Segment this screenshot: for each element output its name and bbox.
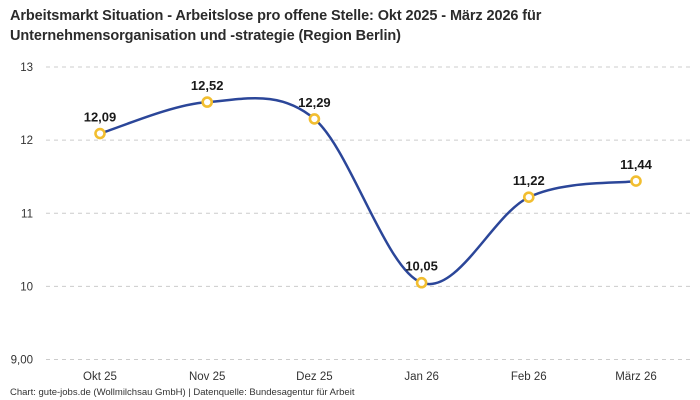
data-point-marker [415, 276, 428, 289]
x-axis-tick-label: März 26 [615, 371, 657, 383]
data-point-marker [630, 175, 642, 187]
data-point-label: 11,22 [513, 173, 545, 188]
y-axis-tick-label: 12 [20, 135, 33, 147]
data-point-label: 10,05 [405, 259, 438, 274]
chart-title: Arbeitsmarkt Situation - Arbeitslose pro… [10, 8, 542, 44]
data-point-marker [522, 191, 535, 203]
x-axis-tick-label: Dez 25 [296, 371, 332, 383]
y-axis-tick-label: 11 [21, 208, 33, 220]
y-axis-tick-label: 9,00 [11, 355, 33, 367]
data-point-label: 12,52 [191, 78, 224, 93]
y-axis-tick-label: 13 [20, 62, 33, 74]
chart-footer-credit: Chart: gute-jobs.de (Wollmilchsau GmbH) … [10, 387, 355, 398]
data-point-label: 12,09 [84, 110, 117, 125]
data-point-label: 11,44 [620, 157, 653, 172]
data-point-marker [308, 113, 321, 125]
x-axis-tick-label: Nov 25 [189, 371, 225, 383]
data-line [98, 96, 638, 286]
y-axis-tick-label: 10 [20, 281, 33, 293]
data-point-marker [201, 96, 213, 108]
data-point-marker [94, 127, 106, 140]
x-axis-tick-label: Okt 25 [83, 371, 117, 383]
x-axis-tick-label: Feb 26 [511, 371, 547, 383]
x-axis-tick-label: Jan 26 [404, 371, 439, 383]
data-point-label: 12,29 [298, 95, 331, 110]
